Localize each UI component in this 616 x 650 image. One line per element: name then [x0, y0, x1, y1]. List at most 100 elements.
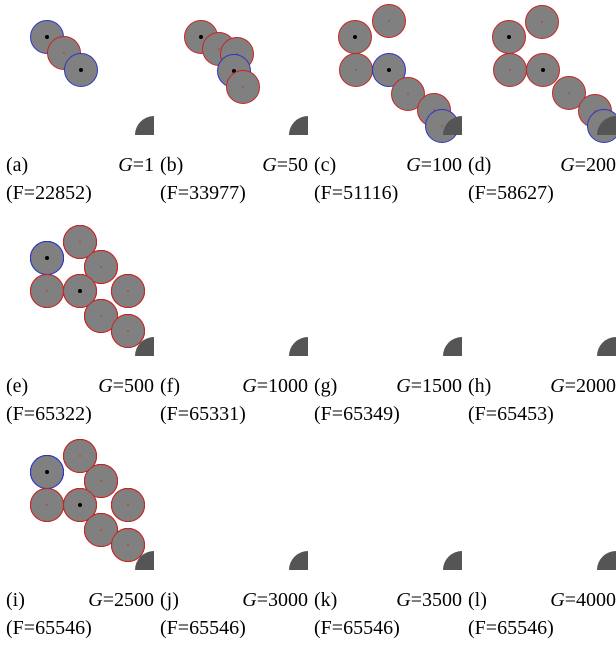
corner-marker: [597, 551, 616, 570]
generation-label: G=3500: [396, 588, 462, 612]
caption-line: (d)G=200: [468, 153, 616, 177]
panel-g: (g) G=1500 (F=65349): [308, 221, 462, 436]
panel-label: (c): [314, 153, 336, 177]
center-mark: [79, 455, 80, 456]
generation-value: =100: [421, 154, 462, 176]
center-dot: [387, 68, 391, 72]
generation-symbol: G: [262, 154, 276, 176]
panel-k: (k)G=3500(F=65546): [308, 435, 462, 650]
generation-symbol: G: [550, 375, 564, 397]
panel-label: (l): [468, 588, 487, 612]
caption-line: (i) G=2500: [6, 588, 154, 612]
center-mark: [100, 315, 101, 316]
circle-scene: [308, 221, 462, 371]
center-dot: [541, 68, 545, 72]
fitness-label: (F=65546): [6, 616, 92, 640]
center-mark: [441, 125, 442, 126]
panel-b: (b)G=50(F=33977): [154, 0, 308, 215]
generation-value: =3500: [411, 589, 462, 611]
center-dot: [78, 289, 82, 293]
fitness-label: (F=33977): [160, 181, 246, 205]
generation-value: =1: [133, 154, 154, 176]
center-dot: [45, 35, 49, 39]
generation-label: G=1: [118, 153, 154, 177]
panel-label: (e): [6, 374, 28, 398]
circle-scene: [462, 0, 616, 150]
center-mark: [127, 504, 128, 505]
corner-marker: [443, 551, 462, 570]
center-mark: [541, 21, 542, 22]
circle-scene: [308, 435, 462, 585]
generation-label: G=3000: [242, 588, 308, 612]
center-dot: [353, 35, 357, 39]
center-mark: [407, 93, 408, 94]
generation-label: G=1000: [242, 374, 308, 398]
generation-label: G=200: [560, 153, 616, 177]
panel-label: (g): [314, 374, 337, 398]
generation-value: =200: [575, 154, 616, 176]
generation-value: =500: [113, 375, 154, 397]
center-mark: [63, 52, 64, 53]
fitness-label: (F=58627): [468, 181, 554, 205]
panel-l: (l) G=4000 (F=65546): [462, 435, 616, 650]
panel-label: (i): [6, 588, 25, 612]
caption-line: (k) G=3500: [314, 588, 462, 612]
center-mark: [100, 480, 101, 481]
panel-label: (j): [160, 588, 179, 612]
center-dot: [507, 35, 511, 39]
caption-line: (h) G=2000: [468, 374, 616, 398]
circle-scene: [154, 0, 308, 150]
circle-scene: [154, 435, 308, 585]
center-dot: [45, 470, 49, 474]
center-dot: [79, 68, 83, 72]
generation-label: G=50: [262, 153, 308, 177]
panel-label: (k): [314, 588, 337, 612]
caption-line: (l) G=4000: [468, 588, 616, 612]
caption-line: (c) G=100: [314, 153, 462, 177]
panel-d: (d)G=200 (F=58627): [462, 0, 616, 215]
caption-line: (e) G=500: [6, 374, 154, 398]
generation-label: G=100: [406, 153, 462, 177]
fitness-label: (F=65331): [160, 402, 246, 426]
center-dot: [78, 503, 82, 507]
center-mark: [388, 20, 389, 21]
panel-label: (h): [468, 374, 491, 398]
generation-value: =1500: [411, 375, 462, 397]
generation-label: G=500: [98, 374, 154, 398]
center-mark: [433, 109, 434, 110]
generation-symbol: G: [550, 589, 564, 611]
generation-label: G=2000: [550, 374, 616, 398]
generation-value: =2500: [103, 589, 154, 611]
corner-marker: [289, 551, 308, 570]
center-mark: [100, 266, 101, 267]
corner-marker: [289, 116, 308, 135]
fitness-label: (F=65546): [160, 616, 246, 640]
generation-value: =4000: [565, 589, 616, 611]
center-mark: [127, 330, 128, 331]
center-mark: [46, 504, 47, 505]
circle-scene: [154, 221, 308, 371]
fitness-label: (F=22852): [6, 181, 92, 205]
center-dot: [45, 256, 49, 260]
fitness-label: (F=65546): [468, 616, 554, 640]
corner-marker: [135, 116, 154, 135]
fitness-label: (F=65349): [314, 402, 400, 426]
caption-line: (f)G=1000: [160, 374, 308, 398]
center-mark: [79, 241, 80, 242]
caption-line: (a) G=1: [6, 153, 154, 177]
generation-symbol: G: [396, 375, 410, 397]
center-mark: [218, 48, 219, 49]
generation-symbol: G: [406, 154, 420, 176]
generation-value: =2000: [565, 375, 616, 397]
generation-label: G=2500: [88, 588, 154, 612]
generation-symbol: G: [98, 375, 112, 397]
circle-scene: [462, 221, 616, 371]
caption-line: (j) G=3000: [160, 588, 308, 612]
panel-j: (j) G=3000 (F=65546): [154, 435, 308, 650]
center-mark: [355, 69, 356, 70]
generation-label: G=4000: [550, 588, 616, 612]
corner-marker: [443, 337, 462, 356]
panel-label: (a): [6, 153, 28, 177]
fitness-label: (F=65322): [6, 402, 92, 426]
